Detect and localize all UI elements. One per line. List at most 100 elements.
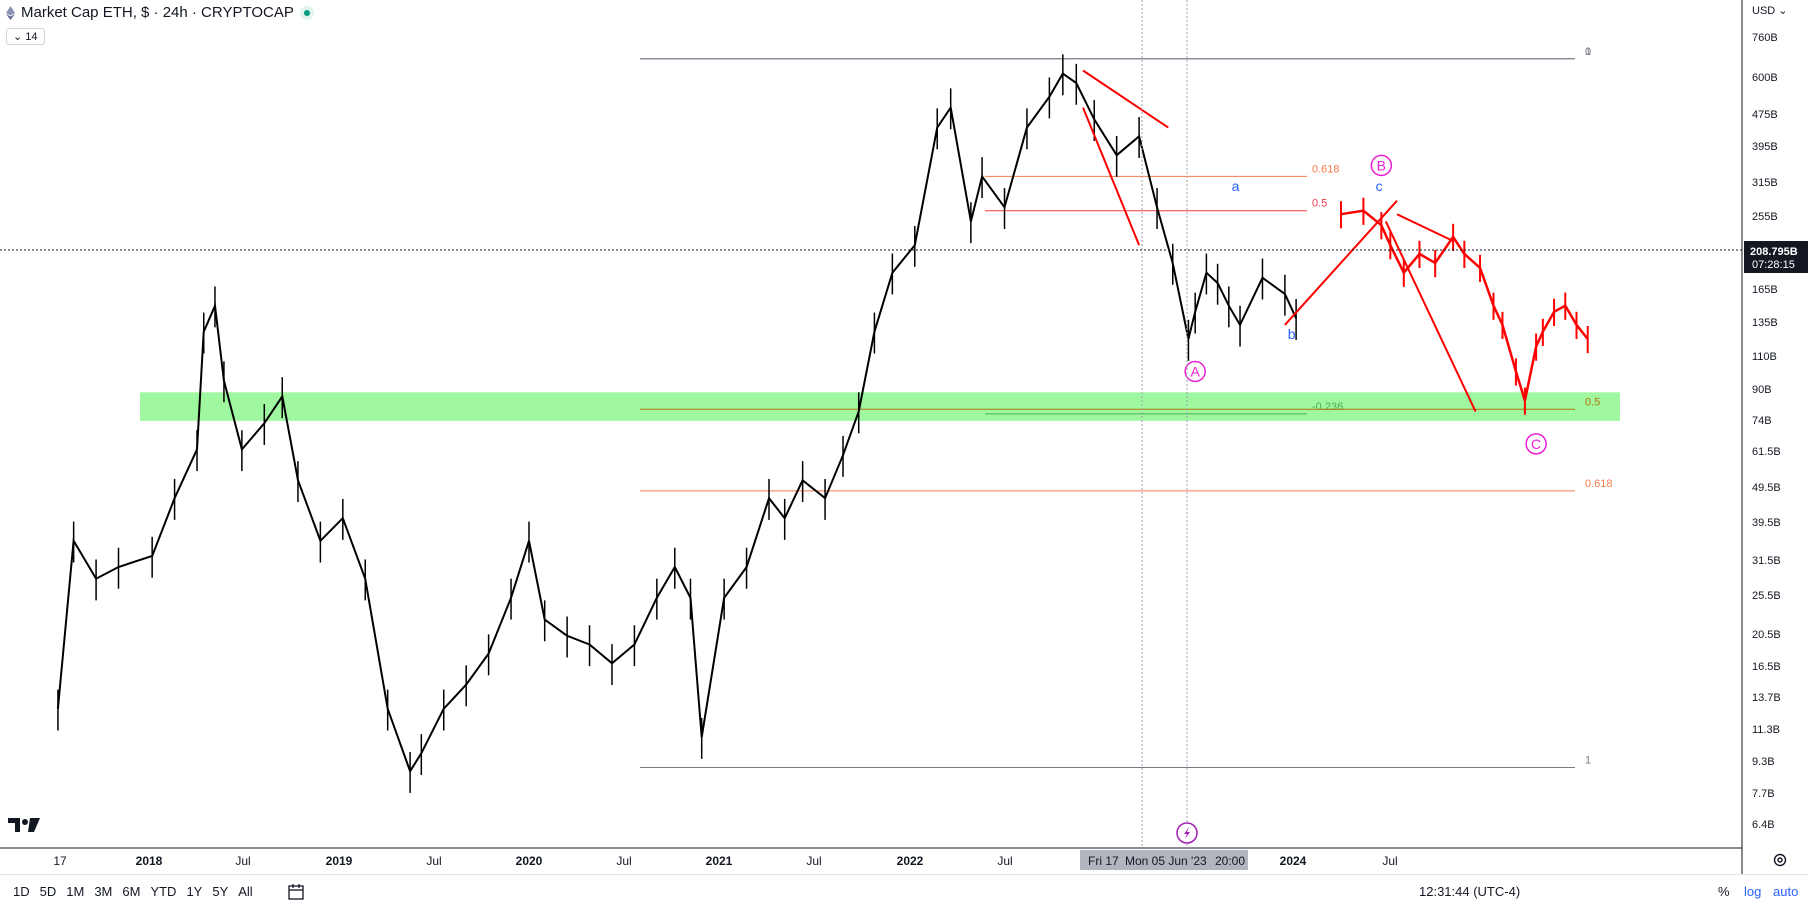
fib-level-label: 1 <box>1585 46 1591 58</box>
indicator-toggle[interactable]: ⌄ 14 <box>6 28 45 45</box>
range-selector: 1D 5D 1M 3M 6M YTD 1Y 5Y All <box>8 884 258 899</box>
price-tick-label: 135B <box>1752 317 1778 329</box>
price-tick-label: 49.5B <box>1752 482 1781 494</box>
current-price-value: 208.795B <box>1750 246 1798 258</box>
time-tick-label: Jul <box>426 854 441 868</box>
price-series-layer <box>56 54 1298 793</box>
fib-level-label: 0.5 <box>1585 396 1600 408</box>
time-tick-label: Jul <box>806 854 821 868</box>
crosshair-label-day: Fri 17 <box>1088 854 1119 868</box>
time-tick-label: 2019 <box>326 854 353 868</box>
current-price-label: 208.795B 07:28:15 <box>1744 241 1808 273</box>
chevron-down-icon: ⌄ <box>1775 5 1788 17</box>
price-tick-label: 16.5B <box>1752 661 1781 673</box>
wave-label-circle[interactable] <box>1370 154 1393 177</box>
chevron-down-icon: ⌄ <box>13 31 23 43</box>
wave-label-circle[interactable] <box>1525 433 1547 455</box>
price-tick-label: 395B <box>1752 141 1778 153</box>
plot-area[interactable] <box>0 0 1742 848</box>
indicator-count: 14 <box>25 31 38 43</box>
countdown-value: 07:28:15 <box>1752 259 1795 271</box>
chart-title: Market Cap ETH, $ · 24h · CRYPTOCAP <box>21 4 294 21</box>
price-tick-label: 315B <box>1752 177 1778 189</box>
tradingview-logo-icon <box>8 818 40 832</box>
wave-label: c <box>1376 178 1383 194</box>
trendline-layer <box>1082 69 1477 412</box>
bottom-toolbar: 1D 5D 1M 3M 6M YTD 1Y 5Y All 12:31:44 (U… <box>0 874 1808 912</box>
price-tick-label: 9.3B <box>1752 756 1775 768</box>
price-tick-label: 39.5B <box>1752 517 1781 529</box>
calendar-icon[interactable] <box>286 883 306 901</box>
price-tick-label: 165B <box>1752 284 1778 296</box>
price-tick-label: 11.3B <box>1752 724 1780 736</box>
wave-label: B <box>1377 157 1386 173</box>
time-tick-label: Jul <box>997 854 1012 868</box>
range-all[interactable]: All <box>238 884 253 899</box>
range-1d[interactable]: 1D <box>13 884 30 899</box>
market-open-status-icon <box>299 5 314 20</box>
crosshair-label-date: Mon 05 Jun '23 <box>1125 854 1207 868</box>
fib-level-label: 0.618 <box>1312 163 1340 175</box>
price-tick-label: 6.4B <box>1752 819 1775 831</box>
time-tick-label: 2020 <box>516 854 543 868</box>
price-tick-label: 13.7B <box>1752 692 1781 704</box>
trendline[interactable] <box>1384 221 1477 412</box>
fib-level-label: -0.236 <box>1312 401 1343 413</box>
price-series-line <box>56 72 1298 774</box>
gear-icon[interactable] <box>1772 852 1788 868</box>
price-tick-label: 475B <box>1752 109 1778 121</box>
currency-selector[interactable]: USD ⌄ <box>1752 4 1788 17</box>
time-tick-label: 2021 <box>706 854 733 868</box>
log-scale-toggle[interactable]: log <box>1744 884 1762 899</box>
wave-label-layer: A B Ca b c <box>1184 154 1547 455</box>
fib-level-label: 0 <box>1585 46 1591 58</box>
range-3m[interactable]: 3M <box>94 884 113 899</box>
wave-label: A <box>1191 363 1201 379</box>
price-axis[interactable]: 760B 600B 475B 395B 315B 255B 165B 135B 110B 90B 7… <box>1752 32 1781 831</box>
trendline[interactable] <box>1082 69 1169 129</box>
price-tick-label: 20.5B <box>1752 629 1781 641</box>
range-6m[interactable]: 6M <box>122 884 141 899</box>
time-tick-label: Jul <box>1382 854 1397 868</box>
time-tick-label: 2024 <box>1280 854 1307 868</box>
chart-legend[interactable]: Market Cap ETH, $ · 24h · CRYPTOCAP <box>6 4 314 21</box>
fib-level-label: 1 <box>1585 754 1591 766</box>
percent-scale-toggle[interactable]: % <box>1718 884 1730 899</box>
price-tick-label: 600B <box>1752 72 1778 84</box>
range-5y[interactable]: 5Y <box>212 884 229 899</box>
range-1m[interactable]: 1M <box>66 884 85 899</box>
trendline[interactable] <box>1082 107 1141 246</box>
wave-label: C <box>1531 436 1541 452</box>
price-tick-label: 31.5B <box>1752 555 1781 567</box>
lightning-event-icon[interactable] <box>1176 822 1198 844</box>
price-tick-label: 760B <box>1752 32 1778 44</box>
range-1y[interactable]: 1Y <box>186 884 203 899</box>
crosshair-label-time: 20:00 <box>1215 854 1245 868</box>
timezone-clock[interactable]: 12:31:44 (UTC-4) <box>1419 884 1521 899</box>
time-tick-label: 17 <box>53 854 67 868</box>
trendline[interactable] <box>1284 199 1398 326</box>
support-zone-layer <box>140 392 1620 421</box>
wave-label: b <box>1288 326 1296 342</box>
time-tick-label: Jul <box>616 854 631 868</box>
price-tick-label: 110B <box>1752 351 1777 363</box>
fib-level-label: 0.618 <box>1585 478 1613 490</box>
trendline[interactable] <box>1396 213 1454 242</box>
crosshair-time-label: Fri 17 Mon 05 Jun '23 20:00 <box>1080 850 1248 870</box>
time-tick-label: 2022 <box>897 854 924 868</box>
auto-scale-toggle[interactable]: auto <box>1773 884 1799 899</box>
wave-label-circle[interactable] <box>1184 360 1206 383</box>
time-tick-label: 2018 <box>136 854 163 868</box>
price-tick-label: 61.5B <box>1752 446 1781 458</box>
price-tick-label: 90B <box>1752 384 1772 396</box>
range-ytd[interactable]: YTD <box>150 884 177 899</box>
price-tick-label: 74B <box>1752 415 1772 427</box>
range-5d[interactable]: 5D <box>39 884 57 899</box>
price-tick-label: 7.7B <box>1752 788 1775 800</box>
price-tick-label: 25.5B <box>1752 590 1781 602</box>
ethereum-icon <box>6 5 15 20</box>
currency-label: USD <box>1752 5 1776 17</box>
time-tick-label: Jul <box>235 854 250 868</box>
time-axis[interactable]: 17 2018 Jul 2019 Jul 2020 Jul 2021 Jul 2022 Jul 202… <box>53 854 1397 868</box>
